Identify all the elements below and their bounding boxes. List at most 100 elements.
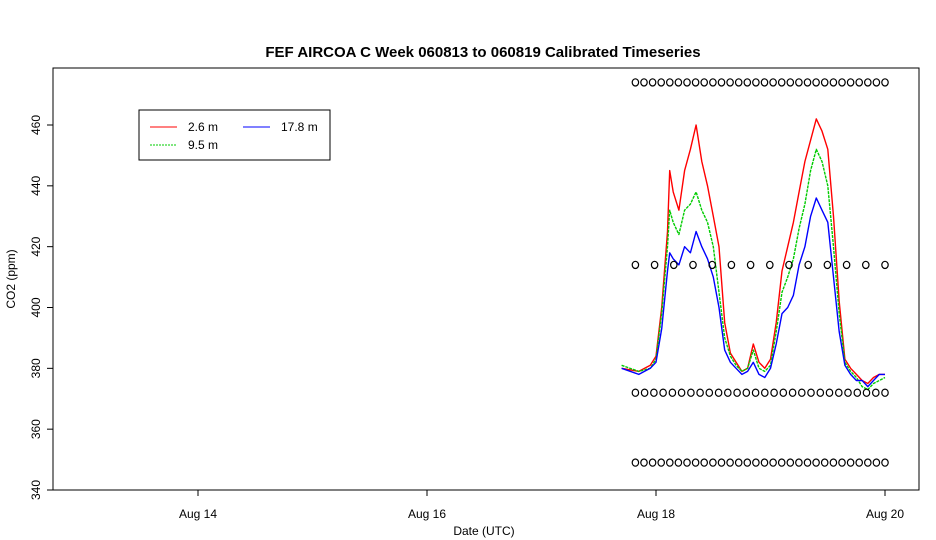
marker-row3-point10 <box>717 458 726 467</box>
marker-row3-point29 <box>881 458 889 467</box>
marker-row0-point17 <box>777 78 786 87</box>
marker-row3-point21 <box>812 458 820 467</box>
marker-row1-point0 <box>631 260 640 270</box>
series-line-17-8-m <box>621 197 885 388</box>
marker-row3-point9 <box>709 458 717 467</box>
marker-row3-point15 <box>760 458 769 467</box>
marker-row1-point11 <box>842 260 851 270</box>
marker-row0-point5 <box>674 78 683 87</box>
y-tick-label-420: 420 <box>29 236 43 256</box>
marker-row0-point27 <box>863 78 872 87</box>
marker-row2-point15 <box>770 388 778 397</box>
marker-row0-point7 <box>691 78 700 87</box>
marker-row2-point6 <box>687 388 695 397</box>
marker-row1-point1 <box>650 260 659 270</box>
marker-row1-point4 <box>708 260 717 270</box>
marker-row0-point19 <box>795 78 803 87</box>
marker-row3-point7 <box>691 458 700 467</box>
marker-row3-point20 <box>803 458 812 467</box>
marker-row2-point17 <box>788 388 797 397</box>
plot-frame <box>52 67 920 491</box>
marker-row3-point2 <box>648 458 657 467</box>
marker-row3-point16 <box>769 458 777 467</box>
marker-row0-point22 <box>820 78 829 87</box>
marker-row0-point26 <box>855 78 864 87</box>
legend-label-9-5m: 9.5 m <box>188 138 218 152</box>
marker-row0-point20 <box>803 78 812 87</box>
marker-row0-point18 <box>786 78 795 87</box>
marker-layer <box>631 78 889 467</box>
marker-row1-point7 <box>765 260 774 270</box>
marker-row2-point27 <box>881 388 889 397</box>
marker-row3-point12 <box>734 458 743 467</box>
marker-row3-point11 <box>726 458 734 467</box>
marker-row3-point23 <box>829 458 838 467</box>
x-tick-label-20: Aug 20 <box>866 507 904 521</box>
marker-row0-point2 <box>648 78 657 87</box>
marker-row1-point9 <box>804 260 813 270</box>
series-line-2-6-m <box>621 118 885 385</box>
marker-row2-point25 <box>862 388 871 397</box>
marker-row2-point21 <box>825 388 834 397</box>
legend-label-2-6m: 2.6 m <box>188 120 218 134</box>
marker-row2-point10 <box>723 388 732 397</box>
marker-row1-point2 <box>669 260 678 270</box>
marker-row3-point24 <box>838 458 846 467</box>
marker-row2-point26 <box>871 388 880 397</box>
marker-row0-point6 <box>683 78 691 87</box>
marker-row0-point23 <box>829 78 838 87</box>
marker-row3-point14 <box>752 458 760 467</box>
y-tick-label-460: 460 <box>29 115 43 135</box>
marker-row0-point3 <box>657 78 666 87</box>
marker-row2-point24 <box>853 388 862 397</box>
legend: 2.6 m 9.5 m 17.8 m <box>138 109 331 161</box>
marker-row3-point1 <box>640 458 648 467</box>
marker-row2-point2 <box>650 388 658 397</box>
marker-row3-point3 <box>657 458 666 467</box>
x-axis: Aug 14 Aug 16 Aug 18 Aug 20 <box>179 490 904 521</box>
marker-row3-point4 <box>665 458 674 467</box>
marker-row2-point4 <box>668 388 677 397</box>
y-axis: 340 360 380 400 420 440 460 <box>29 115 53 500</box>
marker-row3-point26 <box>855 458 864 467</box>
y-tick-label-400: 400 <box>29 297 43 317</box>
marker-row2-point9 <box>714 388 723 397</box>
chart-title: FEF AIRCOA C Week 060813 to 060819 Calib… <box>265 44 700 61</box>
series-layer <box>621 118 886 391</box>
marker-row3-point8 <box>700 458 709 467</box>
marker-row1-point6 <box>746 260 755 270</box>
marker-row3-point6 <box>683 458 691 467</box>
y-tick-label-340: 340 <box>29 480 43 500</box>
marker-row2-point14 <box>760 388 769 397</box>
y-tick-label-380: 380 <box>29 358 43 378</box>
marker-row0-point28 <box>872 78 881 87</box>
y-tick-label-440: 440 <box>29 176 43 196</box>
marker-row2-point5 <box>677 388 686 397</box>
marker-row2-point0 <box>631 388 640 397</box>
marker-row3-point27 <box>863 458 872 467</box>
marker-row1-point5 <box>727 260 736 270</box>
marker-row0-point1 <box>640 78 648 87</box>
x-axis-label: Date (UTC) <box>453 524 514 538</box>
marker-row3-point18 <box>786 458 795 467</box>
x-tick-label-16: Aug 16 <box>408 507 446 521</box>
marker-row2-point8 <box>705 388 714 397</box>
marker-row0-point14 <box>752 78 760 87</box>
marker-row2-point11 <box>733 388 741 397</box>
marker-row0-point13 <box>743 78 752 87</box>
marker-row2-point7 <box>696 388 704 397</box>
legend-box <box>138 109 331 161</box>
legend-label-17-8m: 17.8 m <box>281 120 318 134</box>
marker-row0-point25 <box>846 78 855 87</box>
marker-row0-point4 <box>665 78 674 87</box>
marker-row1-point13 <box>881 260 889 270</box>
marker-row0-point21 <box>812 78 820 87</box>
marker-row3-point5 <box>674 458 683 467</box>
marker-row2-point19 <box>807 388 815 397</box>
marker-row3-point25 <box>846 458 855 467</box>
marker-row0-point29 <box>881 78 889 87</box>
marker-row1-point10 <box>823 260 832 270</box>
marker-row3-point28 <box>872 458 881 467</box>
